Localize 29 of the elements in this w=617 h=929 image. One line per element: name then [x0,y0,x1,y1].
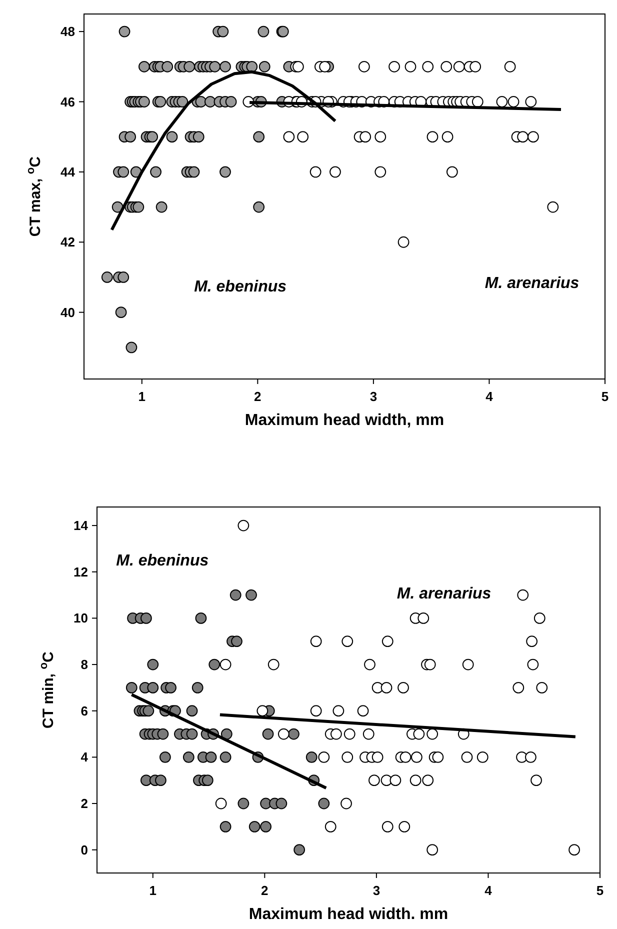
text: M. ebeninus [194,278,287,296]
x-tick-label: 5 [601,389,609,404]
y-tick-label: 48 [60,24,75,40]
y-tick-label: 14 [74,518,89,534]
x-tick-label: 1 [138,389,146,404]
x-axis-title: Maximum head width, mm [244,412,444,429]
x-axis-title: Maximum head width. mm [248,906,448,923]
series-label: M. arenarius [396,586,492,602]
y-tick-label: 10 [74,610,88,626]
x-tick-label: 2 [254,389,262,404]
x-tick-label: 3 [370,389,378,404]
x-tick-label: 4 [484,883,493,898]
y-tick-label: 0 [80,842,88,858]
x-tick-label: 5 [596,883,604,898]
y-tick-label: 40 [60,304,75,320]
y-tick-label: 4 [80,750,89,765]
y-tick-label: 2 [80,796,88,812]
x-tick-label: 2 [261,883,268,898]
x-tick-label: 1 [149,883,157,898]
y-tick-label: 6 [80,703,88,718]
y-tick-label: 46 [60,94,75,110]
y-tick-label: 42 [60,234,75,250]
series-label: M. ebeninus [116,552,209,570]
y-tick-label: 44 [60,164,76,180]
x-tick-label: 3 [372,883,380,898]
y-tick-label: 12 [74,564,88,580]
y-tick-label: 8 [80,657,88,672]
x-tick-label: 4 [486,389,494,404]
text: M. arenarius [484,274,580,292]
